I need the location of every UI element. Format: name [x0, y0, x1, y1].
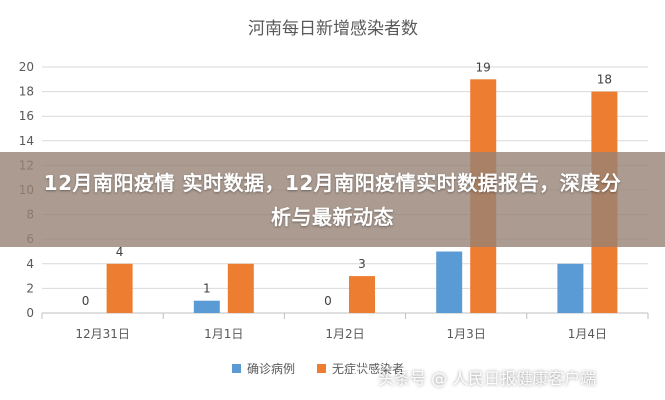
x-tick-label: 1月1日 — [204, 327, 243, 341]
data-labels: 0 4 1 0 3 19 18 — [82, 60, 612, 308]
circle-logo-icon — [352, 367, 372, 387]
chart-title: 河南每日新增感染者数 — [248, 19, 418, 39]
data-label: 1 — [203, 282, 211, 296]
bar-confirmed — [193, 300, 220, 313]
y-tick-label: 20 — [19, 60, 34, 74]
x-tick-label: 1月2日 — [325, 327, 364, 341]
watermark-text: 头条号 @ 人民日报健康客户端 — [378, 369, 597, 388]
y-tick-label: 4 — [26, 257, 34, 271]
bar-confirmed — [436, 251, 463, 313]
y-tick-label: 0 — [26, 306, 34, 320]
x-tick-label: 1月4日 — [568, 327, 607, 341]
y-tick-label: 14 — [19, 134, 34, 148]
legend-swatch — [232, 364, 241, 373]
headline-text: 12月南阳疫情 实时数据，12月南阳疫情实时数据报告，深度分析与最新动态 — [43, 170, 622, 229]
headline-banner: 12月南阳疫情 实时数据，12月南阳疫情实时数据报告，深度分析与最新动态 — [0, 152, 665, 247]
legend-swatch — [317, 364, 326, 373]
data-label: 0 — [82, 294, 90, 308]
bar-asymptomatic — [106, 263, 133, 313]
bar-asymptomatic — [227, 263, 254, 313]
legend-label: 确诊病例 — [247, 361, 295, 376]
x-axis-ticks: 12月31日 1月1日 1月2日 1月3日 1月4日 — [41, 313, 649, 341]
bars — [106, 79, 618, 313]
watermark: 头条号 @ 人民日报健康客户端 — [352, 364, 662, 390]
x-tick-label: 1月3日 — [447, 327, 486, 341]
data-label: 19 — [476, 60, 491, 74]
x-tick-label: 12月31日 — [75, 327, 130, 341]
data-label: 3 — [358, 257, 366, 271]
y-tick-label: 18 — [19, 85, 34, 99]
data-label: 4 — [116, 245, 124, 259]
data-label: 0 — [324, 294, 332, 308]
data-label: 18 — [597, 73, 612, 87]
bar-asymptomatic — [349, 276, 375, 313]
y-tick-label: 16 — [19, 109, 34, 123]
bar-confirmed — [557, 263, 584, 313]
y-tick-label: 2 — [26, 281, 34, 295]
